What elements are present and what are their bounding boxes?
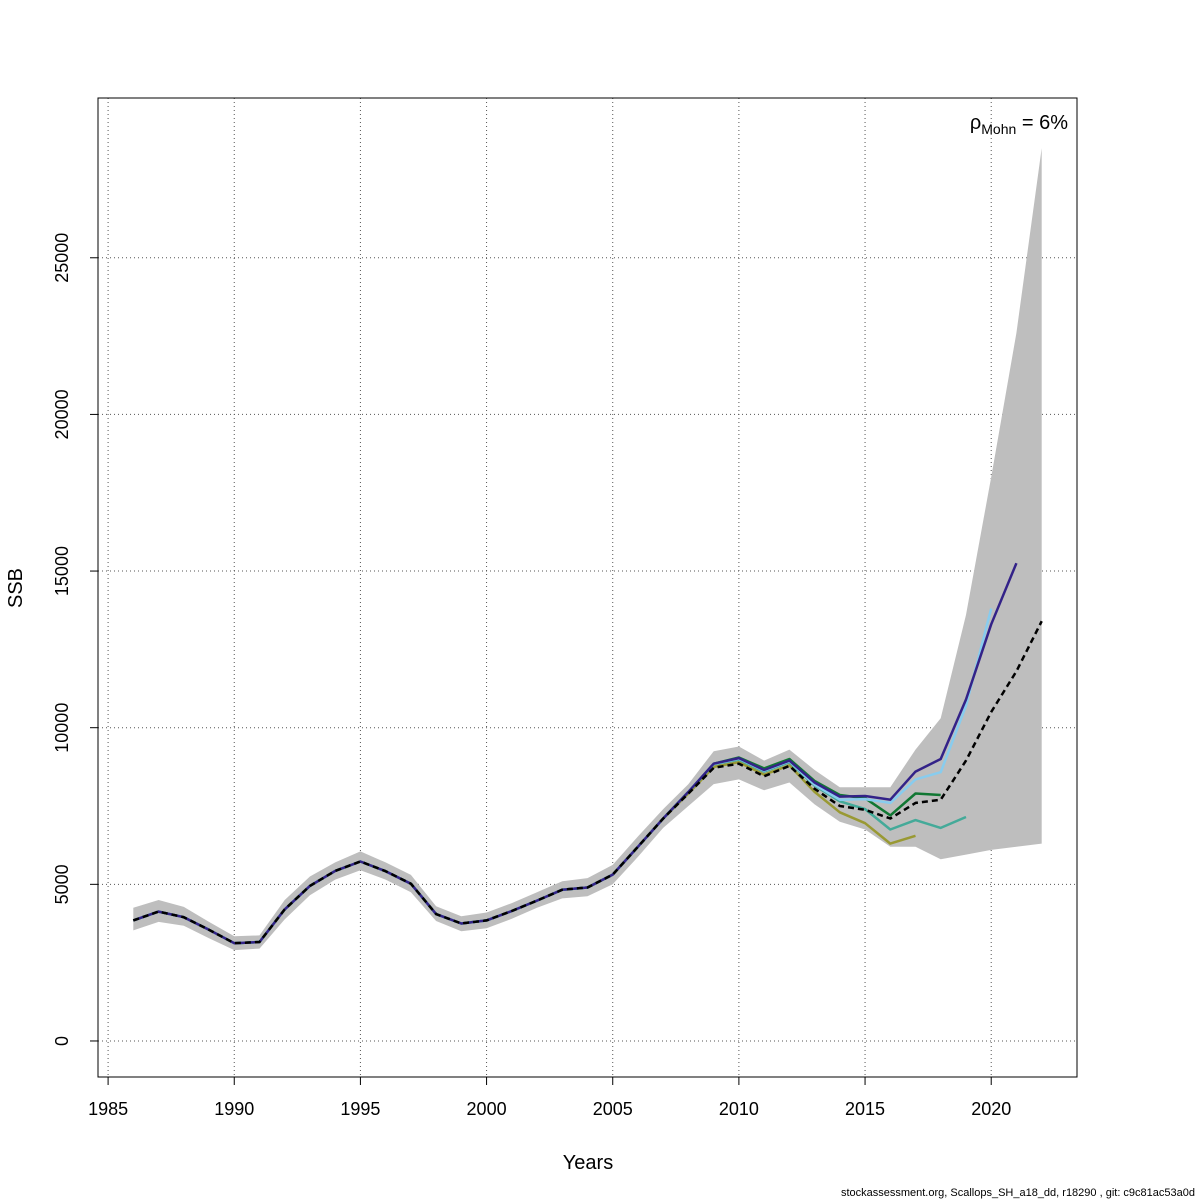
- y-tick-label: 0: [52, 1036, 72, 1046]
- x-axis: 1985 1990 1995 2000 2005 2010 2015 2020: [88, 1076, 1011, 1119]
- y-tick-label: 25000: [52, 233, 72, 283]
- y-tick-label: 20000: [52, 389, 72, 439]
- plot-frame: [97, 97, 1078, 1078]
- x-tick-label: 1990: [214, 1099, 254, 1119]
- x-tick-label: 2020: [971, 1099, 1011, 1119]
- mohn-rho-annotation: ρMohn = 6%: [970, 112, 1068, 137]
- x-tick-label: 2005: [593, 1099, 633, 1119]
- rho-subscript: Mohn: [981, 121, 1016, 137]
- confidence-band: [133, 148, 1042, 951]
- series-line-retro-3: [132, 758, 967, 945]
- x-tick-label: 2010: [719, 1099, 759, 1119]
- rho-value: = 6%: [1016, 112, 1068, 134]
- y-axis-title: SSB: [5, 568, 27, 608]
- x-tick-label: 2015: [845, 1099, 885, 1119]
- series-line-retro-1: [132, 562, 1018, 945]
- x-axis-title: Years: [563, 1152, 613, 1174]
- series-lines: [132, 562, 1043, 945]
- x-tick-label: 2000: [467, 1099, 507, 1119]
- series-line-reference: [132, 620, 1043, 945]
- y-axis: 0 5000 10000 15000 20000 25000: [52, 233, 99, 1046]
- grid-lines: [98, 98, 1077, 1077]
- y-tick-label: 15000: [52, 546, 72, 596]
- rho-symbol: ρ: [970, 112, 981, 134]
- x-tick-label: 1985: [88, 1099, 128, 1119]
- y-tick-label: 5000: [52, 864, 72, 904]
- y-tick-label: 10000: [52, 703, 72, 753]
- footer-credit: stockassessment.org, Scallops_SH_a18_dd,…: [841, 1187, 1195, 1199]
- x-tick-label: 1995: [340, 1099, 380, 1119]
